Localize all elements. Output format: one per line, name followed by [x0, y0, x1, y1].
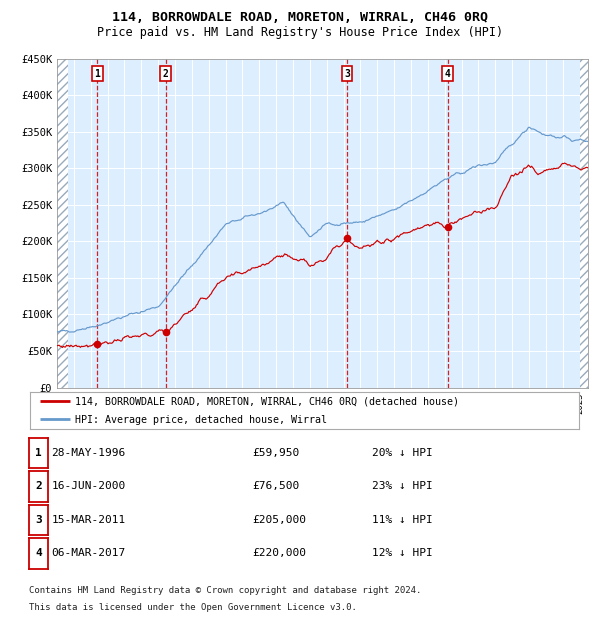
Text: £220,000: £220,000 [252, 548, 306, 559]
Text: 16-JUN-2000: 16-JUN-2000 [52, 481, 126, 492]
Text: 06-MAR-2017: 06-MAR-2017 [52, 548, 126, 559]
Text: 28-MAY-1996: 28-MAY-1996 [52, 448, 126, 458]
Text: £59,950: £59,950 [252, 448, 299, 458]
Text: 3: 3 [344, 68, 350, 79]
Text: £76,500: £76,500 [252, 481, 299, 492]
Text: 114, BORROWDALE ROAD, MORETON, WIRRAL, CH46 0RQ (detached house): 114, BORROWDALE ROAD, MORETON, WIRRAL, C… [75, 397, 459, 407]
Text: Contains HM Land Registry data © Crown copyright and database right 2024.: Contains HM Land Registry data © Crown c… [29, 586, 421, 595]
Text: 12% ↓ HPI: 12% ↓ HPI [372, 548, 433, 559]
Text: 1: 1 [35, 448, 42, 458]
Text: This data is licensed under the Open Government Licence v3.0.: This data is licensed under the Open Gov… [29, 603, 356, 612]
Text: 20% ↓ HPI: 20% ↓ HPI [372, 448, 433, 458]
Text: 3: 3 [35, 515, 42, 525]
Text: HPI: Average price, detached house, Wirral: HPI: Average price, detached house, Wirr… [75, 415, 327, 425]
Text: 11% ↓ HPI: 11% ↓ HPI [372, 515, 433, 525]
Text: 2: 2 [35, 481, 42, 492]
Text: 114, BORROWDALE ROAD, MORETON, WIRRAL, CH46 0RQ: 114, BORROWDALE ROAD, MORETON, WIRRAL, C… [112, 11, 488, 24]
Text: 23% ↓ HPI: 23% ↓ HPI [372, 481, 433, 492]
Bar [580, 59, 590, 388]
Text: 15-MAR-2011: 15-MAR-2011 [52, 515, 126, 525]
Text: 4: 4 [35, 548, 42, 559]
Text: 2: 2 [163, 68, 169, 79]
Text: Price paid vs. HM Land Registry's House Price Index (HPI): Price paid vs. HM Land Registry's House … [97, 26, 503, 38]
Bar [57, 59, 68, 388]
Text: £205,000: £205,000 [252, 515, 306, 525]
Text: 1: 1 [95, 68, 100, 79]
Text: 4: 4 [445, 68, 451, 79]
